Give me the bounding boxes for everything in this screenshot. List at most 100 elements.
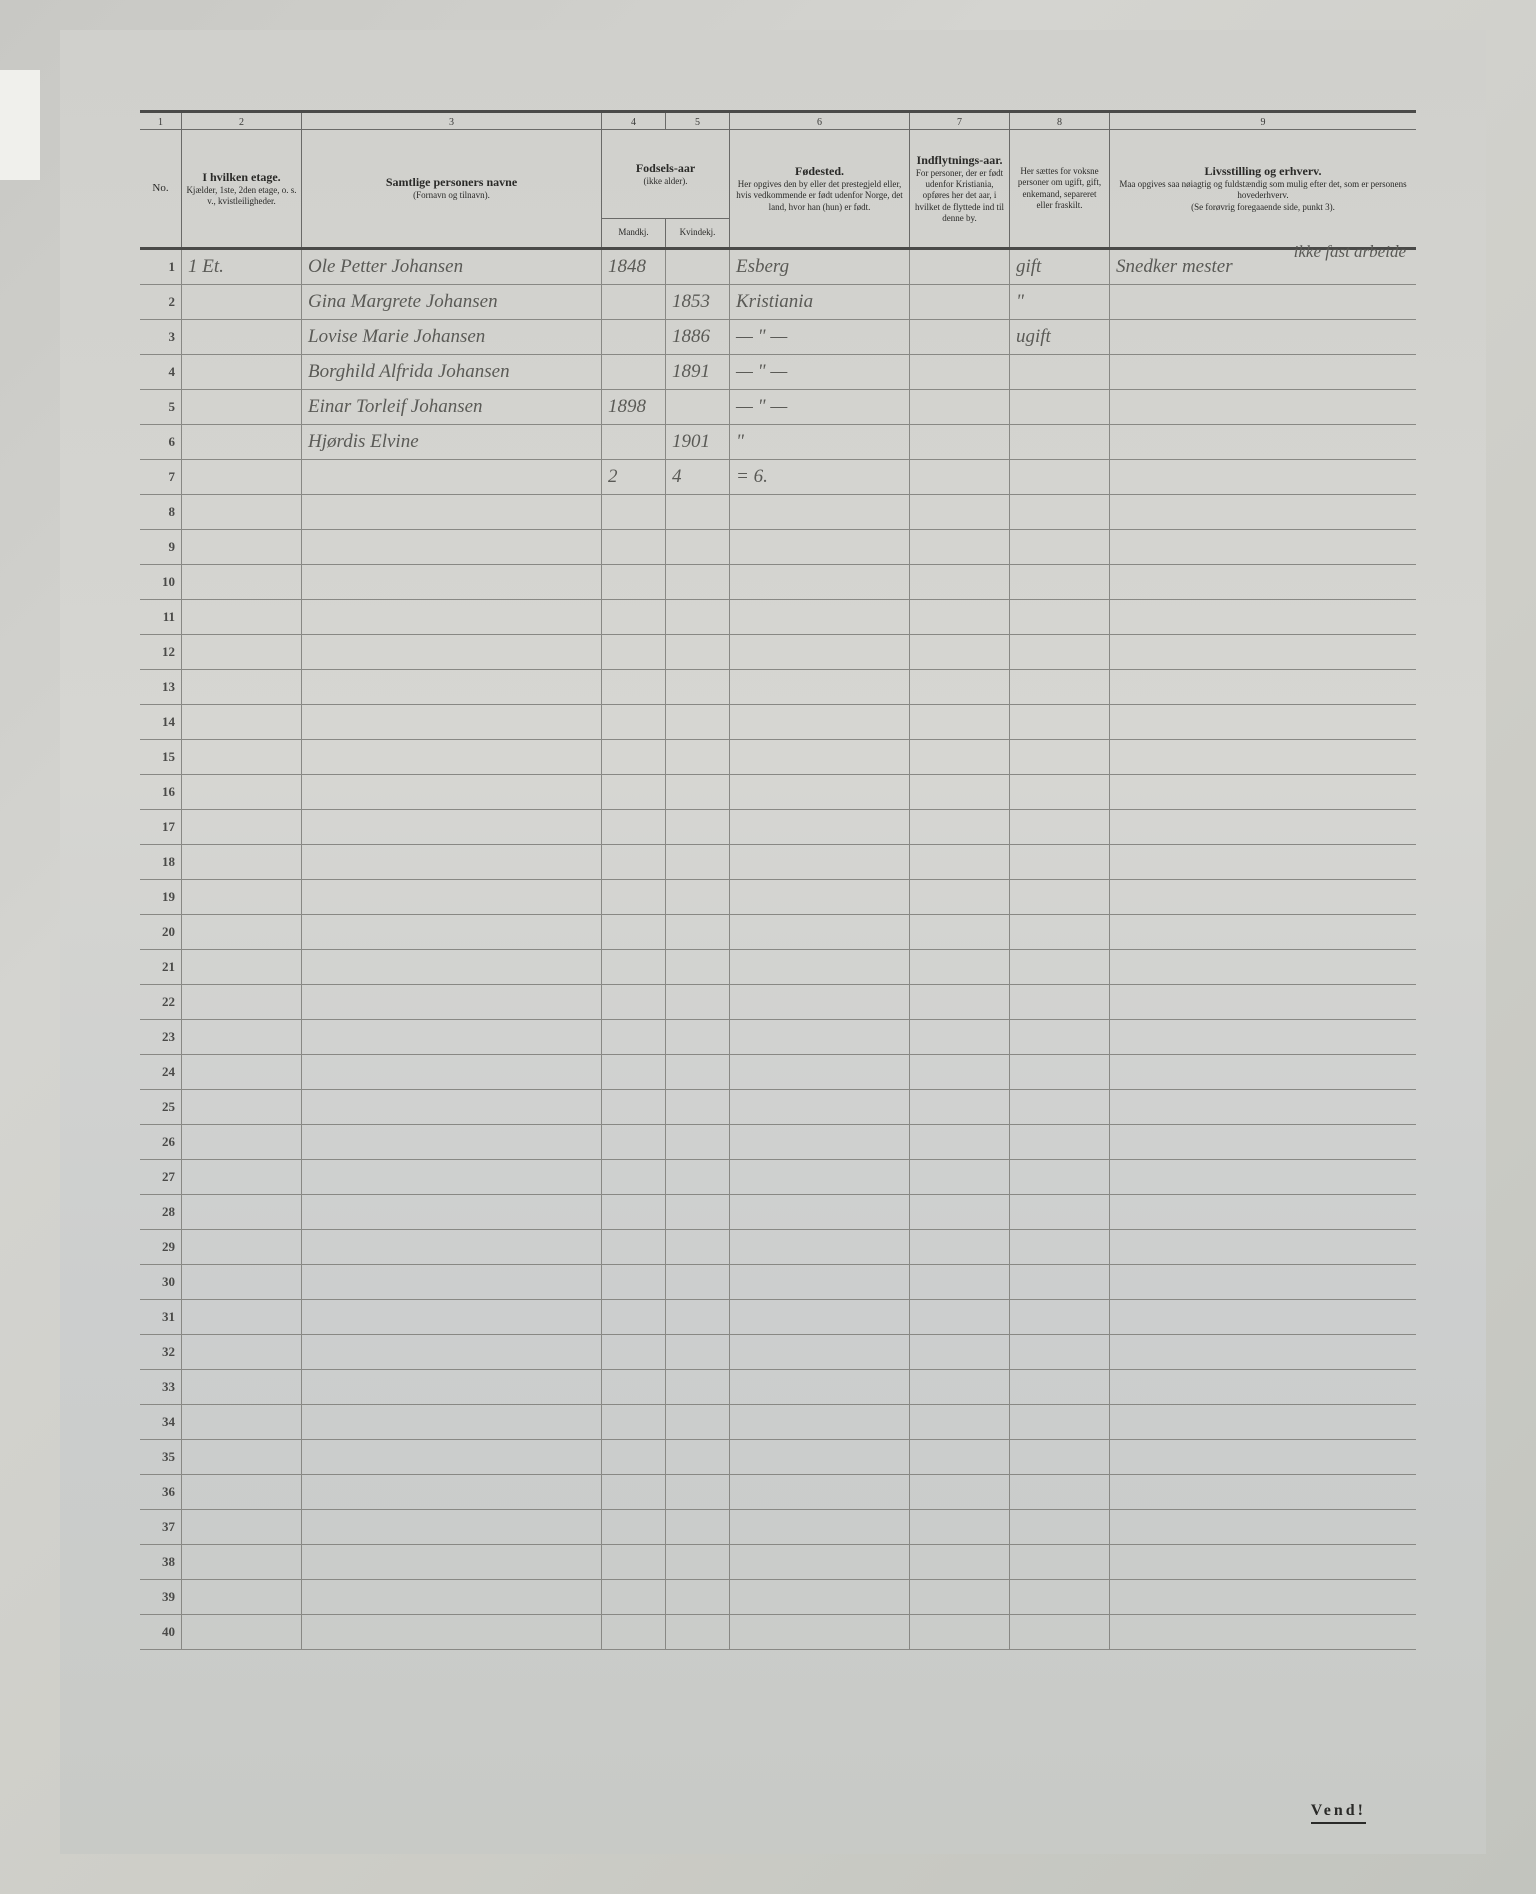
cell-etage (182, 390, 302, 424)
cell-birthplace (730, 1580, 910, 1614)
vend-footer: Vend! (1311, 1802, 1366, 1824)
cell-marital: ugift (1010, 320, 1110, 354)
header-birthplace-sub: Her opgives den by eller det prestegjeld… (734, 179, 905, 213)
cell-birthplace (730, 1440, 910, 1474)
cell-year-male (602, 635, 666, 669)
cell-birthplace: Kristiania (730, 285, 910, 319)
cell-year-female (666, 1090, 730, 1124)
cell-year-male (602, 1230, 666, 1264)
colnum-2: 2 (182, 113, 302, 129)
cell-year-female (666, 1265, 730, 1299)
table-row: 26 (140, 1125, 1416, 1160)
table-row: 5Einar Torleif Johansen1898— " — (140, 390, 1416, 425)
cell-year-female (666, 1615, 730, 1649)
cell-year-female (666, 705, 730, 739)
cell-occupation (1110, 915, 1416, 949)
cell-occupation (1110, 1510, 1416, 1544)
colnum-1: 1 (140, 113, 182, 129)
cell-occupation (1110, 565, 1416, 599)
cell-occupation (1110, 1230, 1416, 1264)
cell-immigration (910, 880, 1010, 914)
cell-occupation (1110, 530, 1416, 564)
cell-occupation (1110, 1370, 1416, 1404)
cell-birthplace: = 6. (730, 460, 910, 494)
cell-birthplace (730, 1230, 910, 1264)
cell-etage (182, 1160, 302, 1194)
table-row: 19 (140, 880, 1416, 915)
cell-etage (182, 1510, 302, 1544)
cell-name (302, 635, 602, 669)
cell-marital: gift (1010, 250, 1110, 284)
cell-year-male (602, 1580, 666, 1614)
cell-immigration (910, 390, 1010, 424)
cell-rownum: 7 (140, 460, 182, 494)
cell-birthplace (730, 1090, 910, 1124)
cell-year-female (666, 775, 730, 809)
table-row: 20 (140, 915, 1416, 950)
cell-birthplace: — " — (730, 390, 910, 424)
cell-marital (1010, 950, 1110, 984)
cell-immigration (910, 1300, 1010, 1334)
cell-etage (182, 705, 302, 739)
cell-rownum: 33 (140, 1370, 182, 1404)
table-row: 10 (140, 565, 1416, 600)
table-row: 34 (140, 1405, 1416, 1440)
cell-immigration (910, 565, 1010, 599)
cell-name: Hjørdis Elvine (302, 425, 602, 459)
cell-birthplace (730, 705, 910, 739)
cell-rownum: 24 (140, 1055, 182, 1089)
cell-name (302, 1300, 602, 1334)
cell-year-female (666, 1335, 730, 1369)
cell-immigration (910, 1230, 1010, 1264)
cell-birthplace: — " — (730, 355, 910, 389)
cell-occupation (1110, 950, 1416, 984)
cell-name (302, 1545, 602, 1579)
cell-year-male (602, 1405, 666, 1439)
cell-birthplace (730, 1265, 910, 1299)
cell-name (302, 460, 602, 494)
cell-immigration (910, 1475, 1010, 1509)
cell-birthplace (730, 565, 910, 599)
cell-year-male (602, 495, 666, 529)
cell-etage: 1 Et. (182, 250, 302, 284)
table-row: 17 (140, 810, 1416, 845)
cell-occupation (1110, 1335, 1416, 1369)
cell-immigration (910, 355, 1010, 389)
cell-marital (1010, 600, 1110, 634)
cell-rownum: 3 (140, 320, 182, 354)
header-birthplace-title: Fødested. (734, 164, 905, 179)
cell-marital (1010, 845, 1110, 879)
cell-name: Borghild Alfrida Johansen (302, 355, 602, 389)
cell-year-female (666, 635, 730, 669)
header-birthyear: Fodsels-aar (ikke alder). Mandkj. Kvinde… (602, 130, 730, 247)
cell-birthplace (730, 530, 910, 564)
cell-marital (1010, 460, 1110, 494)
table-row: 16 (140, 775, 1416, 810)
cell-birthplace (730, 880, 910, 914)
ledger-frame: 1 2 3 4 5 6 7 8 9 No. I hvilken etage. K… (140, 110, 1416, 1794)
table-row: 32 (140, 1335, 1416, 1370)
cell-year-male (602, 810, 666, 844)
header-no: No. (140, 130, 182, 247)
cell-etage (182, 600, 302, 634)
table-row: 18 (140, 845, 1416, 880)
cell-occupation (1110, 1195, 1416, 1229)
header-no-label: No. (144, 182, 177, 196)
cell-etage (182, 775, 302, 809)
cell-birthplace (730, 740, 910, 774)
table-row: 9 (140, 530, 1416, 565)
cell-year-male (602, 1370, 666, 1404)
cell-year-male (602, 1090, 666, 1124)
cell-marital (1010, 775, 1110, 809)
cell-year-female: 1901 (666, 425, 730, 459)
cell-year-male (602, 880, 666, 914)
column-number-row: 1 2 3 4 5 6 7 8 9 (140, 110, 1416, 130)
table-row: 33 (140, 1370, 1416, 1405)
cell-name (302, 740, 602, 774)
cell-immigration (910, 810, 1010, 844)
cell-year-female (666, 565, 730, 599)
cell-marital (1010, 915, 1110, 949)
table-row: 29 (140, 1230, 1416, 1265)
cell-occupation (1110, 285, 1416, 319)
table-row: 3Lovise Marie Johansen1886— " —ugift (140, 320, 1416, 355)
